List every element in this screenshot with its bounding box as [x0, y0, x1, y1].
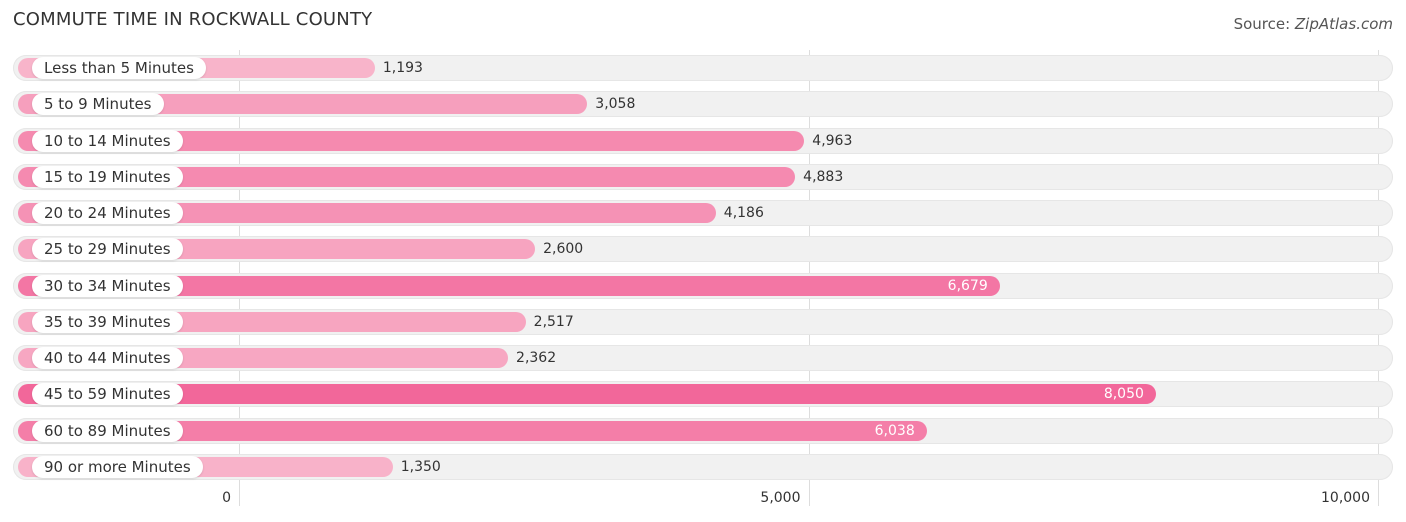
category-label: 40 to 44 Minutes: [32, 347, 183, 369]
bar: [18, 203, 716, 223]
category-label: Less than 5 Minutes: [32, 57, 206, 79]
category-label: 25 to 29 Minutes: [32, 238, 183, 261]
value-label: 3,058: [595, 96, 636, 113]
x-tick-label: 10,000: [1321, 490, 1370, 506]
bar: [18, 420, 927, 441]
category-label: 45 to 59 Minutes: [32, 383, 183, 406]
value-label: 2,517: [533, 313, 574, 330]
value-label: 6,038: [874, 422, 915, 439]
category-label: 30 to 34 Minutes: [32, 274, 183, 297]
bar: [18, 384, 1156, 405]
value-label: 2,362: [516, 350, 557, 366]
category-label: 5 to 9 Minutes: [32, 93, 164, 116]
category-label: 35 to 39 Minutes: [32, 310, 183, 333]
value-label: 1,193: [382, 60, 423, 76]
value-label: 4,186: [723, 205, 764, 221]
chart-title: COMMUTE TIME IN ROCKWALL COUNTY: [13, 9, 373, 30]
category-label: 60 to 89 Minutes: [32, 419, 183, 442]
value-label: 6,679: [947, 277, 988, 294]
bar: [18, 166, 796, 187]
value-label: 1,350: [400, 458, 441, 475]
source-name: ZipAtlas.com: [1294, 15, 1393, 33]
value-label: 8,050: [1103, 386, 1144, 403]
category-label: 90 or more Minutes: [32, 455, 203, 478]
source-label: Source:: [1233, 15, 1295, 33]
bar: [18, 130, 805, 151]
x-tick-label: 5,000: [760, 490, 801, 506]
value-label: 4,963: [812, 132, 853, 149]
category-label: 15 to 19 Minutes: [32, 165, 183, 188]
category-label: 10 to 14 Minutes: [32, 129, 183, 152]
category-label: 20 to 24 Minutes: [32, 202, 183, 224]
x-tick-label: 0: [222, 490, 231, 506]
chart-source: Source: ZipAtlas.com: [1234, 15, 1393, 33]
value-label: 4,883: [803, 168, 844, 185]
bar: [18, 275, 1000, 296]
value-label: 2,600: [543, 241, 584, 258]
